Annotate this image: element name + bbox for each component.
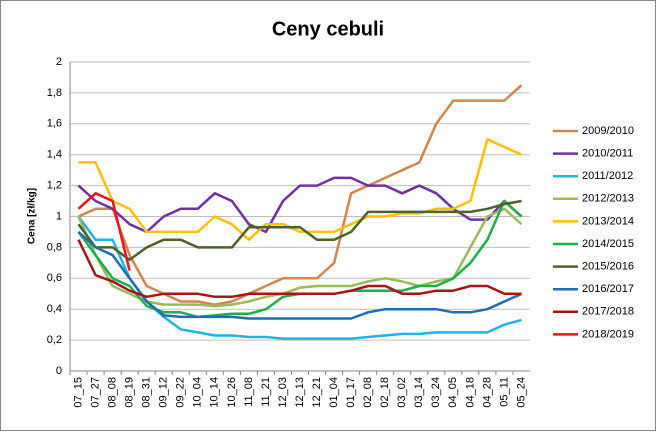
x-tick-label: 08_08 [106, 377, 118, 408]
legend-label: 2014/2015 [582, 238, 634, 250]
series-line [77, 176, 523, 234]
x-tick-label: 02_08 [362, 377, 374, 408]
x-tick-label: 05_11 [498, 377, 510, 407]
x-tick-label: 10_04 [192, 377, 204, 408]
y-tick-label: 0,6 [47, 272, 62, 284]
series-line [77, 199, 522, 262]
y-tick-label: 1,8 [47, 87, 62, 99]
x-tick-label: 02_18 [379, 377, 391, 408]
y-tick-label: 1,6 [47, 118, 62, 130]
series-line [77, 230, 523, 320]
x-tick-label: 09_12 [158, 377, 170, 408]
legend-label: 2018/2019 [582, 328, 634, 340]
y-tick-label: 0,2 [47, 334, 62, 346]
x-tick-label: 12_21 [311, 377, 323, 408]
x-tick-label: 10_26 [226, 377, 238, 408]
x-tick-label: 07_15 [72, 377, 84, 408]
x-tick-label: 03_02 [396, 377, 408, 408]
x-tick-label: 12_13 [294, 377, 306, 408]
legend-label: 2015/2016 [582, 261, 634, 273]
x-tick-label: 11_21 [260, 377, 272, 407]
x-tick-label: 08_19 [124, 377, 136, 408]
x-tick-label: 04_05 [447, 377, 459, 408]
y-tick-label: 2 [56, 56, 62, 68]
x-tick-label: 01_17 [345, 377, 357, 408]
series-line [77, 192, 131, 271]
x-tick-label: 11_08 [243, 377, 255, 407]
y-tick-label: 0,4 [47, 303, 62, 315]
y-tick-label: 1,2 [47, 180, 62, 192]
chart-border [0, 0, 656, 431]
x-tick-label: 03_14 [413, 377, 425, 408]
y-tick-label: 0 [56, 365, 62, 377]
x-tick-label: 07_27 [89, 377, 101, 408]
legend-label: 2009/2010 [582, 125, 634, 137]
series-line [77, 84, 523, 306]
x-tick-label: 12_03 [277, 377, 289, 408]
x-tick-label: 04_18 [464, 377, 476, 408]
y-tick-label: 1,4 [47, 149, 62, 161]
x-tick-label: 10_14 [209, 377, 221, 408]
y-axis-label: Cena [zł/kg] [27, 188, 38, 244]
y-tick-label: 1 [56, 210, 62, 222]
x-tick-label: 04_28 [481, 377, 493, 408]
x-tick-label: 09_22 [175, 377, 187, 408]
series-line [77, 207, 523, 308]
series-line [77, 239, 522, 299]
x-tick-label: 03_24 [430, 377, 442, 408]
x-tick-label: 01_04 [328, 377, 340, 408]
x-tick-label: 08_31 [141, 377, 153, 408]
legend-label: 2011/2012 [582, 170, 633, 182]
x-tick-label: 05_24 [515, 377, 527, 408]
chart-title: Ceny cebuli [272, 18, 384, 40]
legend-label: 2013/2014 [582, 215, 634, 227]
series-line [78, 138, 523, 241]
y-tick-label: 0,8 [47, 241, 62, 253]
legend-label: 2017/2018 [582, 306, 634, 318]
legend-label: 2012/2013 [582, 193, 634, 205]
legend-label: 2010/2011 [582, 148, 633, 160]
legend-label: 2016/2017 [582, 283, 634, 295]
